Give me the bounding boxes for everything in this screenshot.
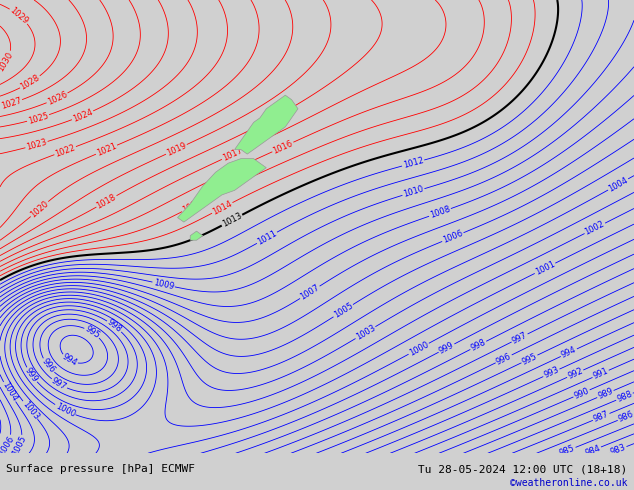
Polygon shape [235, 95, 298, 154]
Text: 996: 996 [495, 351, 513, 367]
Text: 997: 997 [510, 330, 529, 345]
Text: Tu 28-05-2024 12:00 UTC (18+18): Tu 28-05-2024 12:00 UTC (18+18) [418, 465, 628, 474]
Text: 1000: 1000 [54, 401, 77, 419]
Text: 1019: 1019 [165, 141, 188, 158]
Text: 999: 999 [23, 366, 40, 384]
Text: 1014: 1014 [211, 199, 234, 217]
Polygon shape [178, 159, 266, 222]
Text: 1012: 1012 [402, 156, 424, 170]
Text: 1006: 1006 [441, 229, 464, 245]
Text: 1025: 1025 [27, 111, 49, 125]
Text: 1011: 1011 [256, 229, 278, 247]
Text: 1005: 1005 [11, 435, 28, 457]
Text: 995: 995 [521, 351, 538, 367]
Text: 995: 995 [83, 324, 101, 341]
Text: 987: 987 [592, 410, 611, 424]
Text: ©weatheronline.co.uk: ©weatheronline.co.uk [510, 478, 628, 488]
Text: 1028: 1028 [19, 73, 42, 92]
Text: 999: 999 [437, 341, 456, 356]
Text: 1010: 1010 [402, 185, 425, 199]
Text: 989: 989 [597, 387, 614, 401]
Text: 990: 990 [573, 386, 591, 401]
Text: 1030: 1030 [0, 50, 15, 73]
Text: 1000: 1000 [407, 340, 430, 358]
Text: 1018: 1018 [95, 192, 118, 211]
Text: 988: 988 [616, 390, 633, 404]
Text: 986: 986 [617, 410, 634, 424]
Text: 1004: 1004 [607, 175, 630, 194]
Text: 991: 991 [592, 367, 610, 381]
Text: 1015: 1015 [181, 197, 204, 215]
Text: 1008: 1008 [429, 205, 451, 220]
Text: 1004: 1004 [0, 381, 18, 403]
Text: 993: 993 [542, 366, 560, 380]
Text: 1003: 1003 [20, 399, 41, 421]
Text: 1023: 1023 [25, 138, 48, 152]
Polygon shape [190, 231, 203, 240]
Text: 1001: 1001 [534, 260, 557, 277]
Text: 994: 994 [60, 352, 79, 368]
Text: 1016: 1016 [271, 139, 294, 155]
Text: 1007: 1007 [299, 283, 321, 302]
Text: 1006: 1006 [0, 434, 16, 457]
Text: Surface pressure [hPa] ECMWF: Surface pressure [hPa] ECMWF [6, 465, 195, 474]
Text: 998: 998 [469, 338, 488, 353]
Text: 1013: 1013 [221, 211, 243, 229]
Text: 997: 997 [50, 376, 68, 392]
Text: 983: 983 [609, 443, 627, 457]
Text: 1003: 1003 [354, 323, 377, 342]
Text: 998: 998 [105, 318, 124, 335]
Text: 1027: 1027 [0, 96, 23, 111]
Text: 1026: 1026 [46, 90, 68, 107]
Text: 1002: 1002 [583, 220, 606, 237]
Text: 1005: 1005 [332, 301, 354, 320]
Text: 985: 985 [558, 443, 576, 458]
Text: 992: 992 [566, 367, 585, 381]
Text: 984: 984 [584, 443, 602, 457]
Text: 1029: 1029 [8, 5, 30, 26]
Text: 1020: 1020 [29, 199, 50, 219]
Text: 1022: 1022 [54, 143, 77, 159]
Text: 1021: 1021 [95, 142, 118, 158]
Text: 994: 994 [560, 345, 578, 360]
Text: 1017: 1017 [221, 146, 244, 163]
Text: 1024: 1024 [71, 107, 94, 123]
Text: 996: 996 [40, 357, 56, 375]
Text: 1009: 1009 [152, 278, 175, 291]
